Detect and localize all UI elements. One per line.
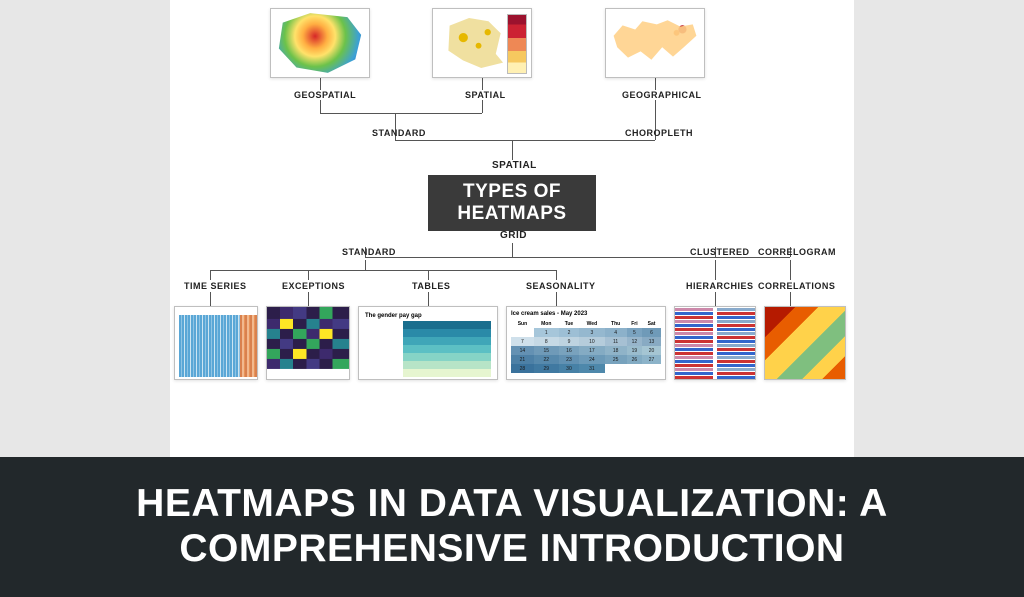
seasonality-table: SunMonTueWedThuFriSat1234567891011121314… (511, 319, 661, 373)
leaf-spatial: SPATIAL (465, 90, 506, 100)
thumb-exceptions (266, 306, 350, 380)
line (308, 292, 309, 306)
seasonality-thumb-title: Ice cream sales - May 2023 (511, 311, 661, 317)
footer-band: HEATMAPS IN DATA VISUALIZATION: A COMPRE… (0, 457, 1024, 597)
diagram-canvas: TYPES OF HEATMAPS SPATIAL GRID STANDARD … (170, 0, 854, 458)
line (482, 100, 483, 113)
line (320, 78, 321, 90)
line (556, 270, 557, 280)
branch-standard-grid: STANDARD (342, 247, 396, 257)
title-line-1: TYPES OF (463, 181, 561, 202)
line (210, 270, 211, 280)
line (210, 292, 211, 306)
leaf-geographical: GEOGRAPHICAL (622, 90, 702, 100)
thumb-tables: The gender pay gap (358, 306, 498, 380)
leaf-time-series: TIME SERIES (184, 281, 247, 291)
branch-choropleth: CHOROPLETH (625, 128, 693, 138)
title-line-2: HEATMAPS (457, 203, 566, 224)
line (655, 100, 656, 125)
line (320, 113, 482, 114)
table-art: The gender pay gap (359, 307, 497, 379)
leaf-correlations: CORRELATIONS (758, 281, 835, 291)
branch-correlogram: CORRELOGRAM (758, 247, 836, 257)
title-box: TYPES OF HEATMAPS (428, 175, 596, 231)
line (308, 270, 309, 280)
leaf-tables: TABLES (412, 281, 450, 291)
line (428, 292, 429, 306)
line (482, 78, 483, 90)
line (428, 270, 429, 280)
leaf-geospatial: GEOSPATIAL (294, 90, 356, 100)
line (395, 113, 396, 125)
line (210, 270, 556, 271)
line (320, 100, 321, 113)
line (512, 243, 513, 257)
branch-clustered: CLUSTERED (690, 247, 750, 257)
thumb-seasonality: Ice cream sales - May 2023 SunMonTueWedT… (506, 306, 666, 380)
line (790, 292, 791, 306)
table-thumb-title: The gender pay gap (365, 313, 491, 319)
line (655, 78, 656, 90)
thumb-time-series (174, 306, 258, 380)
thumb-correlations (764, 306, 846, 380)
leaf-hierarchies: HIERARCHIES (686, 281, 754, 291)
line (365, 257, 790, 258)
line (715, 260, 716, 280)
thumb-geospatial (270, 8, 370, 78)
line (365, 260, 366, 270)
line (395, 140, 655, 141)
branch-standard-spatial: STANDARD (372, 128, 426, 138)
line (715, 292, 716, 306)
footer-title: HEATMAPS IN DATA VISUALIZATION: A COMPRE… (62, 482, 962, 572)
line (512, 140, 513, 160)
category-spatial: SPATIAL (492, 160, 537, 171)
thumb-hierarchies (674, 306, 756, 380)
leaf-exceptions: EXCEPTIONS (282, 281, 345, 291)
line (790, 260, 791, 280)
category-grid: GRID (500, 230, 527, 241)
line (556, 292, 557, 306)
thumb-geographical (605, 8, 705, 78)
thumb-spatial (432, 8, 532, 78)
leaf-seasonality: SEASONALITY (526, 281, 596, 291)
